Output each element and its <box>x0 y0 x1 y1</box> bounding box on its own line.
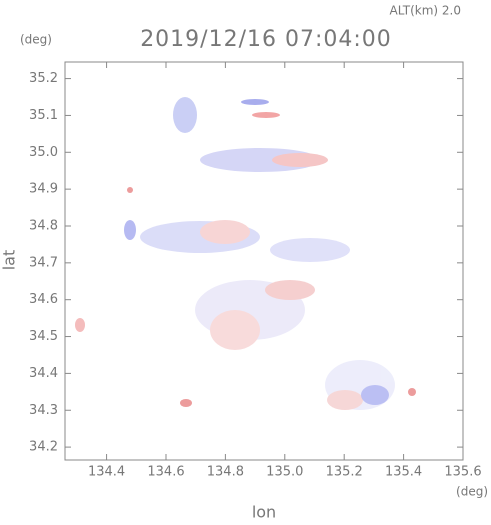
y-tick-label: 35.2 <box>29 71 58 86</box>
y-tick-label: 34.6 <box>29 292 58 307</box>
x-tick-label: 134.8 <box>207 465 244 480</box>
x-tick-label: 134.4 <box>88 465 125 480</box>
echo-field <box>75 97 416 410</box>
x-axis-title: lon <box>252 503 276 522</box>
y-tick-label: 34.8 <box>29 218 58 233</box>
y-tick-label: 35.1 <box>29 108 58 123</box>
y-tick-label: 34.3 <box>29 403 58 418</box>
y-unit: (deg) <box>20 33 52 47</box>
y-tick-label: 34.5 <box>29 329 58 344</box>
y-axis-title: lat <box>0 250 19 271</box>
x-tick-label: 135.6 <box>444 465 481 480</box>
x-tick-label: 135.4 <box>385 465 422 480</box>
y-tick-label: 35.0 <box>29 145 58 160</box>
subtitle: ALT(km) 2.0 <box>390 4 461 18</box>
x-tick-label: 135.0 <box>266 465 303 480</box>
y-tick-label: 34.9 <box>29 182 58 197</box>
plot-frame <box>64 61 464 461</box>
y-tick-label: 34.2 <box>29 440 58 455</box>
x-tick-label: 135.2 <box>326 465 363 480</box>
y-tick-label: 34.4 <box>29 366 58 381</box>
x-tick-label: 134.6 <box>147 465 184 480</box>
chart-title: 2019/12/16 07:04:00 <box>140 27 392 52</box>
x-unit: (deg) <box>456 485 488 499</box>
y-tick-label: 34.7 <box>29 255 58 270</box>
